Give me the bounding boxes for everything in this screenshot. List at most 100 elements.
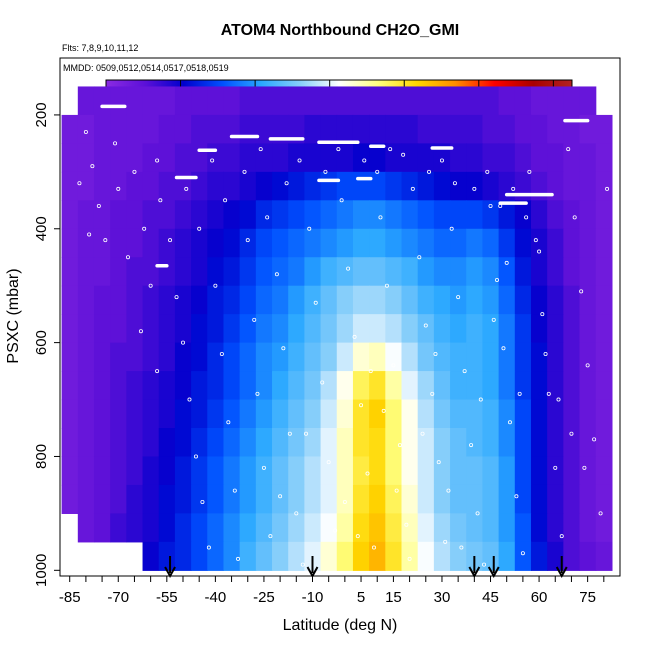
heatmap-cell [352,86,370,116]
heatmap-cell [514,484,532,514]
heatmap-cell [77,200,95,230]
heatmap-cell [255,228,273,258]
heatmap-cell [304,257,322,287]
heatmap-cell [142,342,160,372]
heatmap-cell [352,228,370,258]
heatmap-cell [272,371,289,401]
heatmap-cell [433,399,451,429]
heatmap-cell [547,456,564,486]
heatmap-cell [142,428,160,458]
heatmap-cell [482,342,500,372]
heatmap-cell [320,541,338,571]
sample-point [333,528,338,533]
heatmap-cell [385,456,403,486]
heatmap-cell [450,484,467,514]
heatmap-cell [93,200,111,230]
sample-point [304,431,309,436]
heatmap-cell [530,314,548,344]
heatmap-cell [304,428,322,458]
heatmap-cell [61,314,79,344]
sample-point [307,226,312,231]
heatmap-cell [595,114,613,144]
heatmap-cell [336,399,354,429]
heatmap-cell [417,285,435,315]
heatmap-cell [223,314,241,344]
x-tick-label: -25 [253,589,275,606]
heatmap-cell [369,399,386,429]
heatmap-cell [93,513,111,543]
sample-point [326,460,331,465]
heatmap-cell [352,342,370,372]
sample-point [553,465,558,470]
heatmap-cell [320,399,338,429]
heatmap-cell [450,143,467,173]
sample-point [472,186,477,191]
heatmap-cell [142,285,160,315]
heatmap-cell [514,171,532,201]
heatmap-cell [158,86,176,116]
heatmap-cell [61,428,79,458]
sample-point [439,158,444,163]
heatmap-cell [563,228,581,258]
heatmap-cell [369,541,386,571]
heatmap-cell [450,285,467,315]
heatmap-cell [93,484,111,514]
heatmap-cell [450,114,467,144]
heatmap-cell [401,371,419,401]
heatmap-cell [191,484,208,514]
heatmap-cell [77,484,95,514]
heatmap-cell [255,484,273,514]
heatmap-cell [547,171,564,201]
heatmap-cell [174,143,192,173]
heatmap-cell [255,513,273,543]
heatmap-cell [336,314,354,344]
heatmap-cell [336,285,354,315]
heatmap-cell [530,228,548,258]
heatmap-cell [433,541,451,571]
heatmap-cell [126,171,144,201]
heatmap-cell [77,171,95,201]
heatmap-cell [417,456,435,486]
heatmap-cell [239,314,257,344]
heatmap-cell [174,314,192,344]
heatmap-cell [547,399,564,429]
heatmap-cell [126,228,144,258]
heatmap-cell [93,371,111,401]
heatmap-cell [207,257,225,287]
heatmap-cell [158,228,176,258]
sample-point [116,186,121,191]
heatmap-cell [255,371,273,401]
heatmap-cell [239,456,257,486]
heatmap-cell [369,114,386,144]
heatmap-cell [563,171,581,201]
heatmap-cell [174,86,192,116]
heatmap-cell [174,228,192,258]
heatmap-cell [595,399,613,429]
heatmap-cell [385,428,403,458]
sample-point [459,545,464,550]
heatmap-cell [417,428,435,458]
heatmap-cell [385,541,403,571]
heatmap-cell [288,86,305,116]
sample-point [433,351,438,356]
heatmap-cell [255,314,273,344]
heatmap-cell [272,513,289,543]
heatmap-cell [336,484,354,514]
heatmap-cell [530,257,548,287]
heatmap-cell [320,285,338,315]
sample-point [375,169,380,174]
heatmap-cell [514,143,532,173]
heatmap-cell [369,428,386,458]
heatmap-cell [595,314,613,344]
heatmap-cell [126,484,144,514]
x-tick-label: 45 [482,589,499,606]
sample-point [132,169,137,174]
heatmap-cell [61,484,79,514]
sample-point [524,215,529,220]
chart-title: ATOM4 Northbound CH2O_GMI [221,22,460,39]
heatmap-cell [385,200,403,230]
heatmap-cell [158,484,176,514]
heatmap-cell [191,399,208,429]
heatmap-cell [482,86,500,116]
sample-point [181,340,186,345]
